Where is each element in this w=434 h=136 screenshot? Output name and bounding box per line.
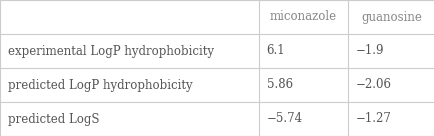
Text: predicted LogS: predicted LogS xyxy=(8,112,99,126)
Text: −1.27: −1.27 xyxy=(355,112,391,126)
Text: 6.1: 6.1 xyxy=(266,44,285,58)
Text: −1.9: −1.9 xyxy=(355,44,384,58)
Text: experimental LogP hydrophobicity: experimental LogP hydrophobicity xyxy=(8,44,214,58)
Text: guanosine: guanosine xyxy=(360,10,421,24)
Text: −5.74: −5.74 xyxy=(266,112,302,126)
Text: −2.06: −2.06 xyxy=(355,78,391,92)
Text: miconazole: miconazole xyxy=(269,10,336,24)
Text: predicted LogP hydrophobicity: predicted LogP hydrophobicity xyxy=(8,78,192,92)
Text: 5.86: 5.86 xyxy=(266,78,292,92)
